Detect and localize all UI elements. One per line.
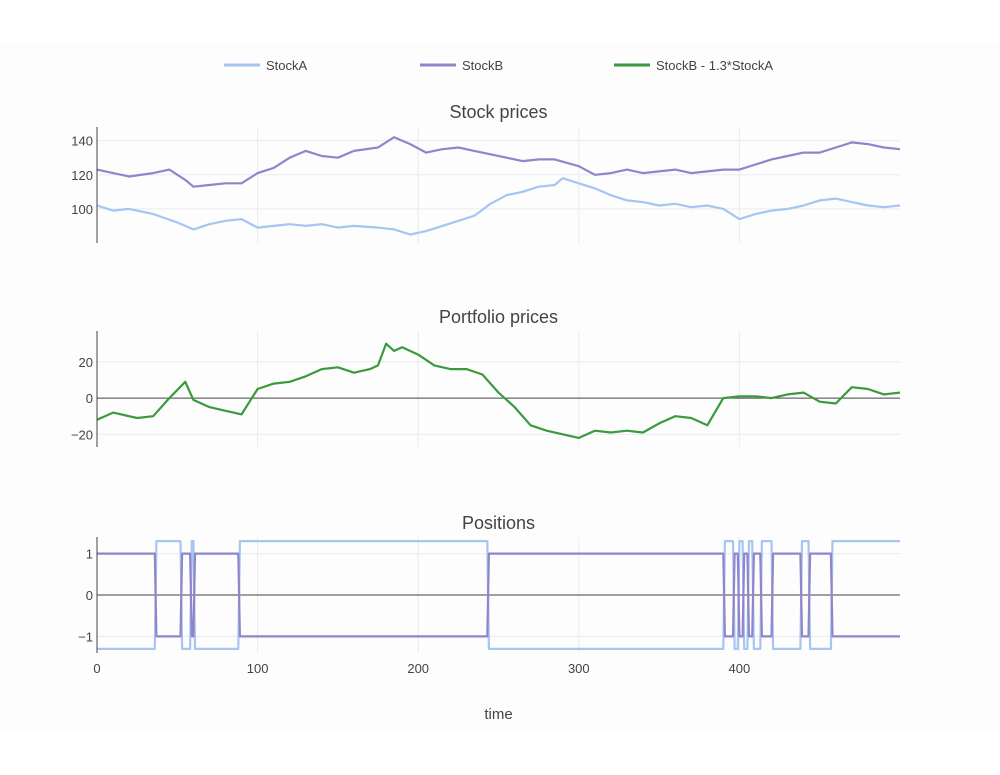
ytick-label-1-3: 140: [71, 134, 93, 149]
legend-label-1: StockA: [266, 58, 308, 73]
x-axis-title: time: [484, 706, 512, 723]
xtick-label-5: 400: [729, 661, 751, 676]
xtick-label-1: 0: [93, 661, 100, 676]
series-line-1-2: [96, 136, 901, 188]
series-line-2-1: [96, 342, 901, 439]
ytick-label-1-2: 120: [71, 168, 93, 183]
ytick-label-1-1: 100: [71, 202, 93, 217]
ytick-label-3-3: 1: [86, 547, 93, 562]
ytick-label-2-1: −20: [71, 427, 93, 442]
subplot-title-3: Positions: [462, 513, 535, 533]
ytick-label-3-1: −1: [78, 629, 93, 644]
legend-label-2: StockB: [462, 58, 503, 73]
series-line-1-1: [96, 177, 901, 236]
xtick-label-3: 200: [407, 661, 429, 676]
series-line-3-2: [97, 552, 900, 638]
xtick-label-4: 300: [568, 661, 590, 676]
ytick-label-2-3: 20: [79, 355, 93, 370]
legend-label-3: StockB - 1.3*StockA: [656, 58, 773, 73]
subplot-title-2: Portfolio prices: [439, 307, 558, 327]
ytick-label-2-2: 0: [86, 391, 93, 406]
subplot-title-1: Stock prices: [449, 102, 547, 122]
ytick-label-3-2: 0: [86, 588, 93, 603]
xtick-label-2: 100: [247, 661, 269, 676]
